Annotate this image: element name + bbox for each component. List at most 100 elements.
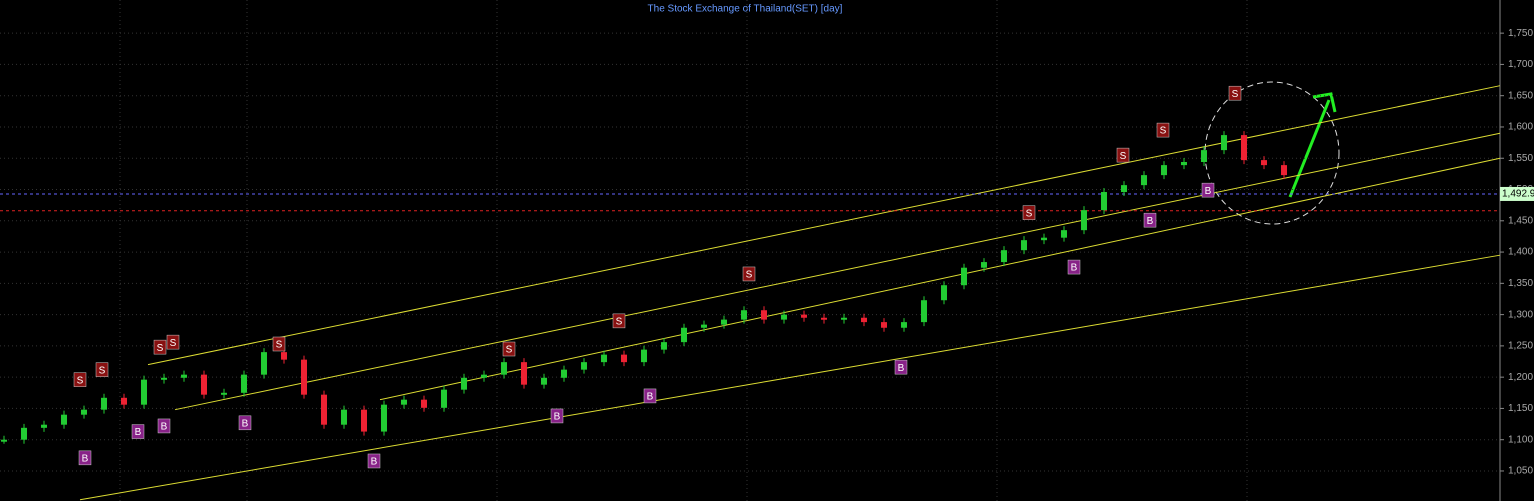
trend-line <box>174 132 1501 411</box>
candle <box>701 324 707 328</box>
signal-box <box>1156 122 1170 138</box>
candle <box>741 310 747 320</box>
candle <box>861 317 867 323</box>
signal-box <box>643 388 657 404</box>
candle <box>1221 135 1227 151</box>
y-tick-label: 1,050 <box>1508 466 1533 477</box>
signal-label: B <box>898 363 905 374</box>
candle <box>621 354 627 363</box>
signal-label: S <box>276 340 283 351</box>
candle <box>1201 150 1207 162</box>
candle <box>1041 237 1047 241</box>
candle <box>121 397 127 405</box>
candle <box>261 352 267 375</box>
y-tick-label: 1,750 <box>1508 28 1533 39</box>
candle <box>281 352 287 360</box>
last-price-label: 1,492.9 <box>1502 189 1534 200</box>
candle <box>441 389 447 408</box>
candle <box>501 362 507 375</box>
candle <box>221 392 227 395</box>
signal-box <box>1067 259 1081 275</box>
signal-box <box>367 453 381 469</box>
signal-box <box>1143 212 1157 228</box>
candle <box>101 397 107 410</box>
candle <box>1181 161 1187 166</box>
candle <box>1061 230 1067 238</box>
signal-label: S <box>170 338 177 349</box>
y-tick-label: 1,400 <box>1508 247 1533 258</box>
signal-box <box>612 313 626 329</box>
candle <box>841 317 847 320</box>
signal-label: B <box>135 427 142 438</box>
signal-label: S <box>746 270 753 281</box>
signal-box <box>502 341 516 357</box>
y-tick-label: 1,650 <box>1508 90 1533 101</box>
candle <box>661 342 667 350</box>
candle <box>201 374 207 395</box>
candle <box>961 267 967 286</box>
signal-box <box>550 408 564 424</box>
y-tick-label: 1,550 <box>1508 153 1533 164</box>
candle <box>1 439 7 442</box>
signal-label: S <box>99 365 106 376</box>
y-tick-label: 1,100 <box>1508 434 1533 445</box>
candle <box>981 262 987 268</box>
candle <box>1141 175 1147 186</box>
signal-box <box>153 339 167 355</box>
arrow <box>1288 99 1331 198</box>
signal-label: S <box>1120 151 1127 162</box>
candle <box>921 300 927 323</box>
candle <box>1081 210 1087 231</box>
candle <box>761 310 767 320</box>
candle <box>1161 165 1167 176</box>
candle <box>381 404 387 432</box>
y-tick-label: 1,600 <box>1508 122 1533 133</box>
candle <box>801 314 807 318</box>
candle <box>161 377 167 380</box>
signal-label: B <box>371 457 378 468</box>
signal-box <box>95 362 109 377</box>
y-tick-label: 1,350 <box>1508 278 1533 289</box>
candle <box>341 409 347 425</box>
y-tick-label: 1,450 <box>1508 215 1533 226</box>
candle <box>401 399 407 405</box>
candle <box>821 317 827 320</box>
candle <box>461 377 467 390</box>
candle <box>81 409 87 415</box>
y-tick-label: 1,700 <box>1508 59 1533 70</box>
signal-label: B <box>1147 216 1154 227</box>
candle <box>301 359 307 395</box>
signal-label: B <box>554 412 561 423</box>
candle <box>881 322 887 328</box>
candle <box>1021 240 1027 251</box>
chart-title: The Stock Exchange of Thailand(SET) [day… <box>648 4 843 15</box>
signal-label: B <box>82 453 89 464</box>
signal-box <box>742 266 756 282</box>
y-tick-label: 1,150 <box>1508 403 1533 414</box>
trend-line <box>147 85 1501 366</box>
signal-box <box>238 415 252 431</box>
signal-label: S <box>77 375 84 386</box>
candle <box>1281 165 1287 176</box>
last-price-box <box>1500 186 1534 201</box>
signal-label: B <box>647 392 654 403</box>
y-tick-label: 1,300 <box>1508 309 1533 320</box>
highlight-circle <box>1204 81 1340 225</box>
candle <box>681 327 687 343</box>
signal-label: B <box>1205 186 1212 197</box>
candle <box>61 414 67 425</box>
candle <box>581 362 587 370</box>
candle <box>1241 135 1247 161</box>
y-tick-label: 1,200 <box>1508 372 1533 383</box>
candle <box>781 314 787 320</box>
signal-label: S <box>157 343 164 354</box>
candle <box>1121 185 1127 193</box>
signal-box <box>73 372 87 387</box>
candle <box>901 322 907 328</box>
signal-box <box>1228 85 1242 101</box>
trend-line <box>79 254 1501 501</box>
candle <box>541 377 547 385</box>
signal-box <box>894 359 908 375</box>
candle <box>1001 250 1007 263</box>
